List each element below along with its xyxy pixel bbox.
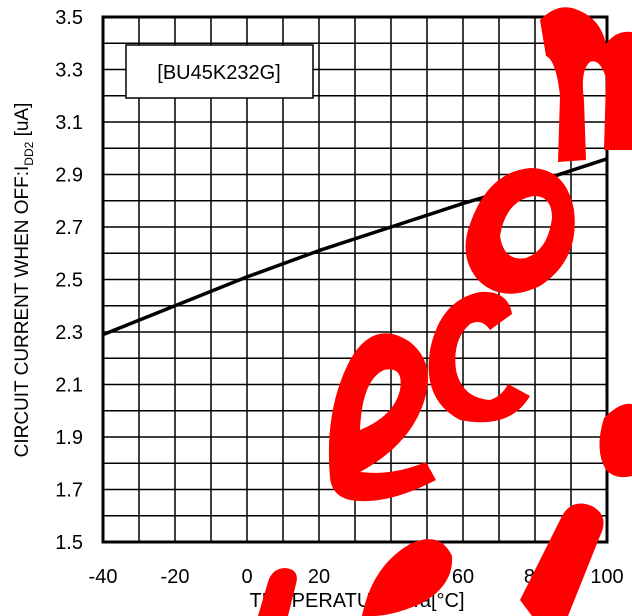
y-tick-label: 2.1	[55, 375, 83, 397]
y-tick-label: 2.3	[55, 322, 83, 344]
y-axis-label-subscript: DD2	[22, 141, 36, 165]
y-axis-label: CIRCUIT CURRENT WHEN OFF:IDD2 [uA]	[12, 103, 36, 458]
y-tick-label: 2.5	[55, 270, 83, 292]
x-tick-label: -40	[89, 566, 118, 588]
x-tick-label: -20	[161, 566, 190, 588]
y-axis-label-unit: [uA]	[12, 103, 33, 142]
x-tick-label: 0	[241, 566, 252, 588]
plot-frame	[101, 15, 609, 544]
y-tick-label: 3.5	[55, 7, 83, 29]
annotation-box: [BU45K232G]	[125, 44, 314, 99]
annotation-label: [BU45K232G]	[157, 62, 280, 84]
y-tick-label: 2.7	[55, 217, 83, 239]
tick-labels: 1.5 1.7 1.9 2.1 2.3 2.5 2.7 2.9 3.1 3.3 3.5 -40 -20 0…	[55, 7, 624, 588]
y-axis-label-main: CIRCUIT CURRENT WHEN OFF:I	[12, 166, 33, 458]
x-tick-label: 100	[590, 566, 623, 588]
watermark	[258, 7, 632, 616]
x-tick-label: 20	[308, 566, 330, 588]
y-tick-label: 1.9	[55, 427, 83, 449]
y-tick-label: 1.7	[55, 480, 83, 502]
y-tick-label: 3.3	[55, 60, 83, 82]
y-tick-label: 3.1	[55, 112, 83, 134]
y-tick-label: 1.5	[55, 532, 83, 554]
y-tick-label: 2.9	[55, 165, 83, 187]
x-tick-label: 60	[452, 566, 474, 588]
